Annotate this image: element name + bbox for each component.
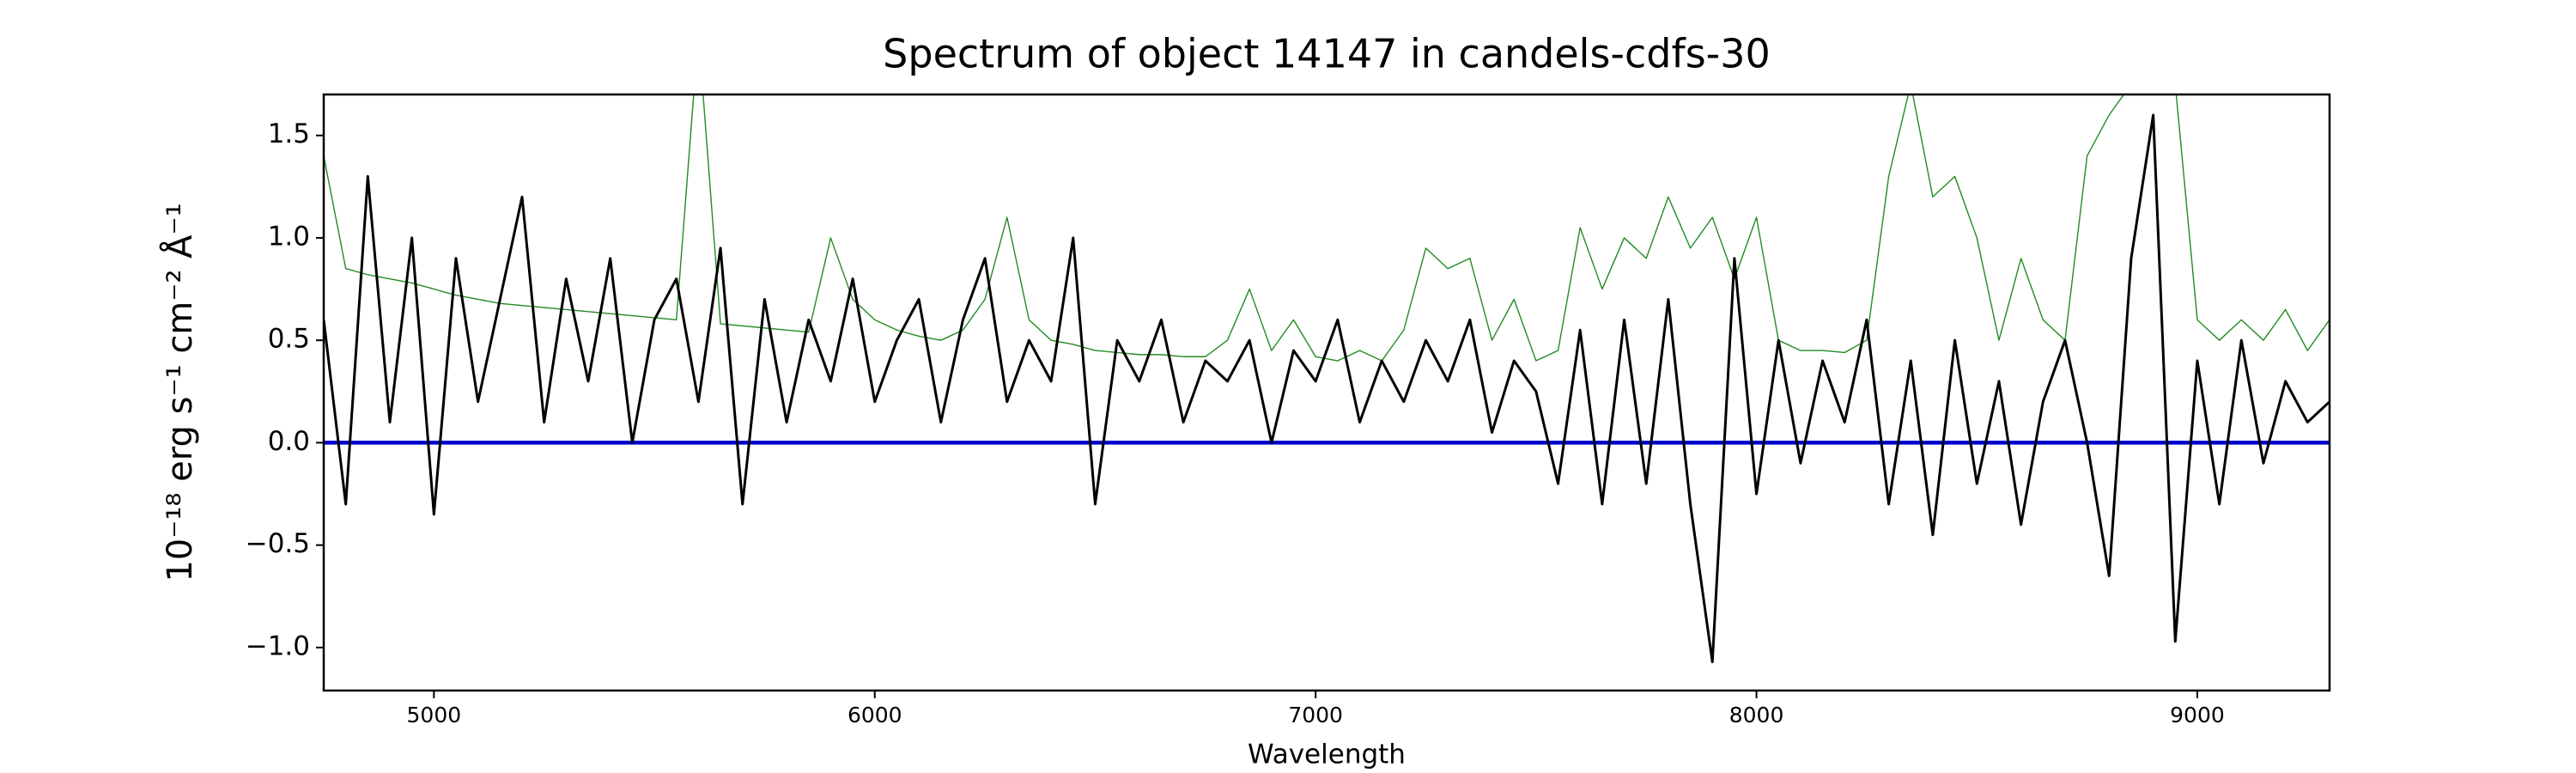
y-tick-label: 0.0 — [268, 426, 310, 457]
x-tick-label: 8000 — [1729, 703, 1784, 727]
spectrum-line — [324, 113, 2330, 664]
plot-frame — [322, 93, 2331, 692]
y-tick-label: 1.0 — [268, 221, 310, 252]
x-tick-label: 9000 — [2170, 703, 2225, 727]
x-tick-label: 7000 — [1288, 703, 1343, 727]
plot-area — [324, 94, 2330, 664]
spectrum-line — [324, 94, 2330, 362]
y-tick-label: −0.5 — [246, 528, 310, 559]
chart-title: Spectrum of object 14147 in candels-cdfs… — [883, 31, 1771, 77]
y-tick-label: 0.5 — [268, 324, 310, 355]
y-tick-label: −1.0 — [246, 630, 310, 661]
y-axis-label: 10⁻¹⁸ erg s⁻¹ cm⁻² Å⁻¹ — [159, 203, 200, 581]
y-tick-label: 1.5 — [268, 119, 310, 149]
x-tick-label: 6000 — [848, 703, 902, 727]
x-tick-label: 5000 — [407, 703, 462, 727]
x-axis-label: Wavelength — [1248, 740, 1406, 770]
